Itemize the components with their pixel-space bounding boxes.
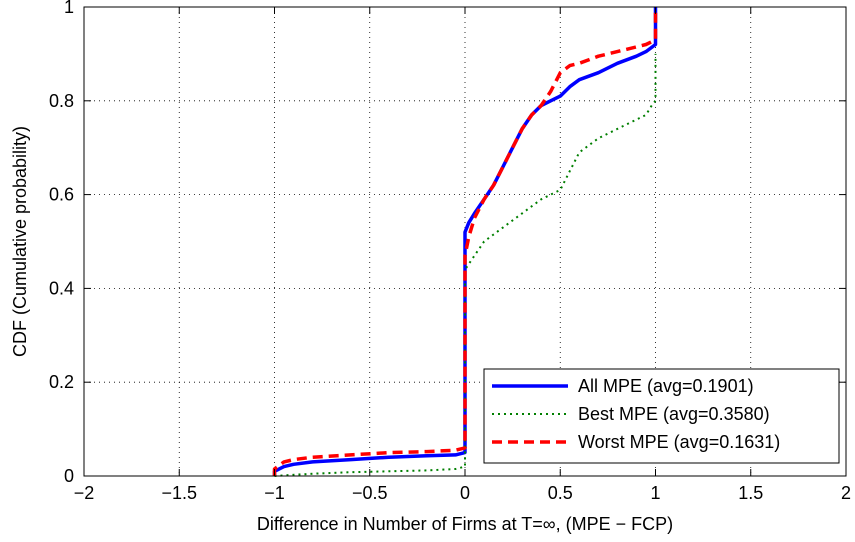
legend-label-2: Best MPE (avg=0.3580)	[578, 404, 770, 424]
legend-entries: All MPE (avg=0.1901) Best MPE (avg=0.3580…	[492, 376, 780, 452]
y-tick-label: 1	[64, 0, 74, 17]
y-tick-label: 0.6	[49, 185, 74, 205]
x-tick-label: 0	[460, 483, 470, 503]
x-tick-label: 1	[650, 483, 660, 503]
x-tick-label: −1.5	[161, 483, 197, 503]
y-axis-title: CDF (Cumulative probability)	[10, 126, 30, 357]
x-tick-labels: −2 −1.5 −1 −0.5 0 0.5 1 1.5 2	[74, 483, 851, 503]
series-group	[272, 7, 658, 477]
series-line-2	[274, 53, 657, 477]
x-tick-label: 2	[841, 483, 851, 503]
legend-label-3: Worst MPE (avg=0.1631)	[578, 432, 780, 452]
x-tick-label: −2	[74, 483, 95, 503]
x-tick-label: 1.5	[738, 483, 763, 503]
axis-ticks	[83, 6, 847, 477]
y-tick-label: 0.4	[49, 278, 74, 298]
legend: All MPE (avg=0.1901) Best MPE (avg=0.3580…	[483, 368, 840, 464]
y-tick-label: 0.8	[49, 91, 74, 111]
y-tick-label: 0.2	[49, 372, 74, 392]
x-tick-label: −1	[264, 483, 285, 503]
series-line-3	[272, 7, 658, 476]
legend-label-1: All MPE (avg=0.1901)	[578, 376, 754, 396]
x-axis-title: Difference in Number of Firms at T=∞, (M…	[257, 514, 673, 534]
x-tick-label: −0.5	[352, 483, 388, 503]
y-tick-labels: 0 0.2 0.4 0.6 0.8 1	[49, 0, 74, 486]
y-tick-label: 0	[64, 466, 74, 486]
x-tick-label: 0.5	[548, 483, 573, 503]
